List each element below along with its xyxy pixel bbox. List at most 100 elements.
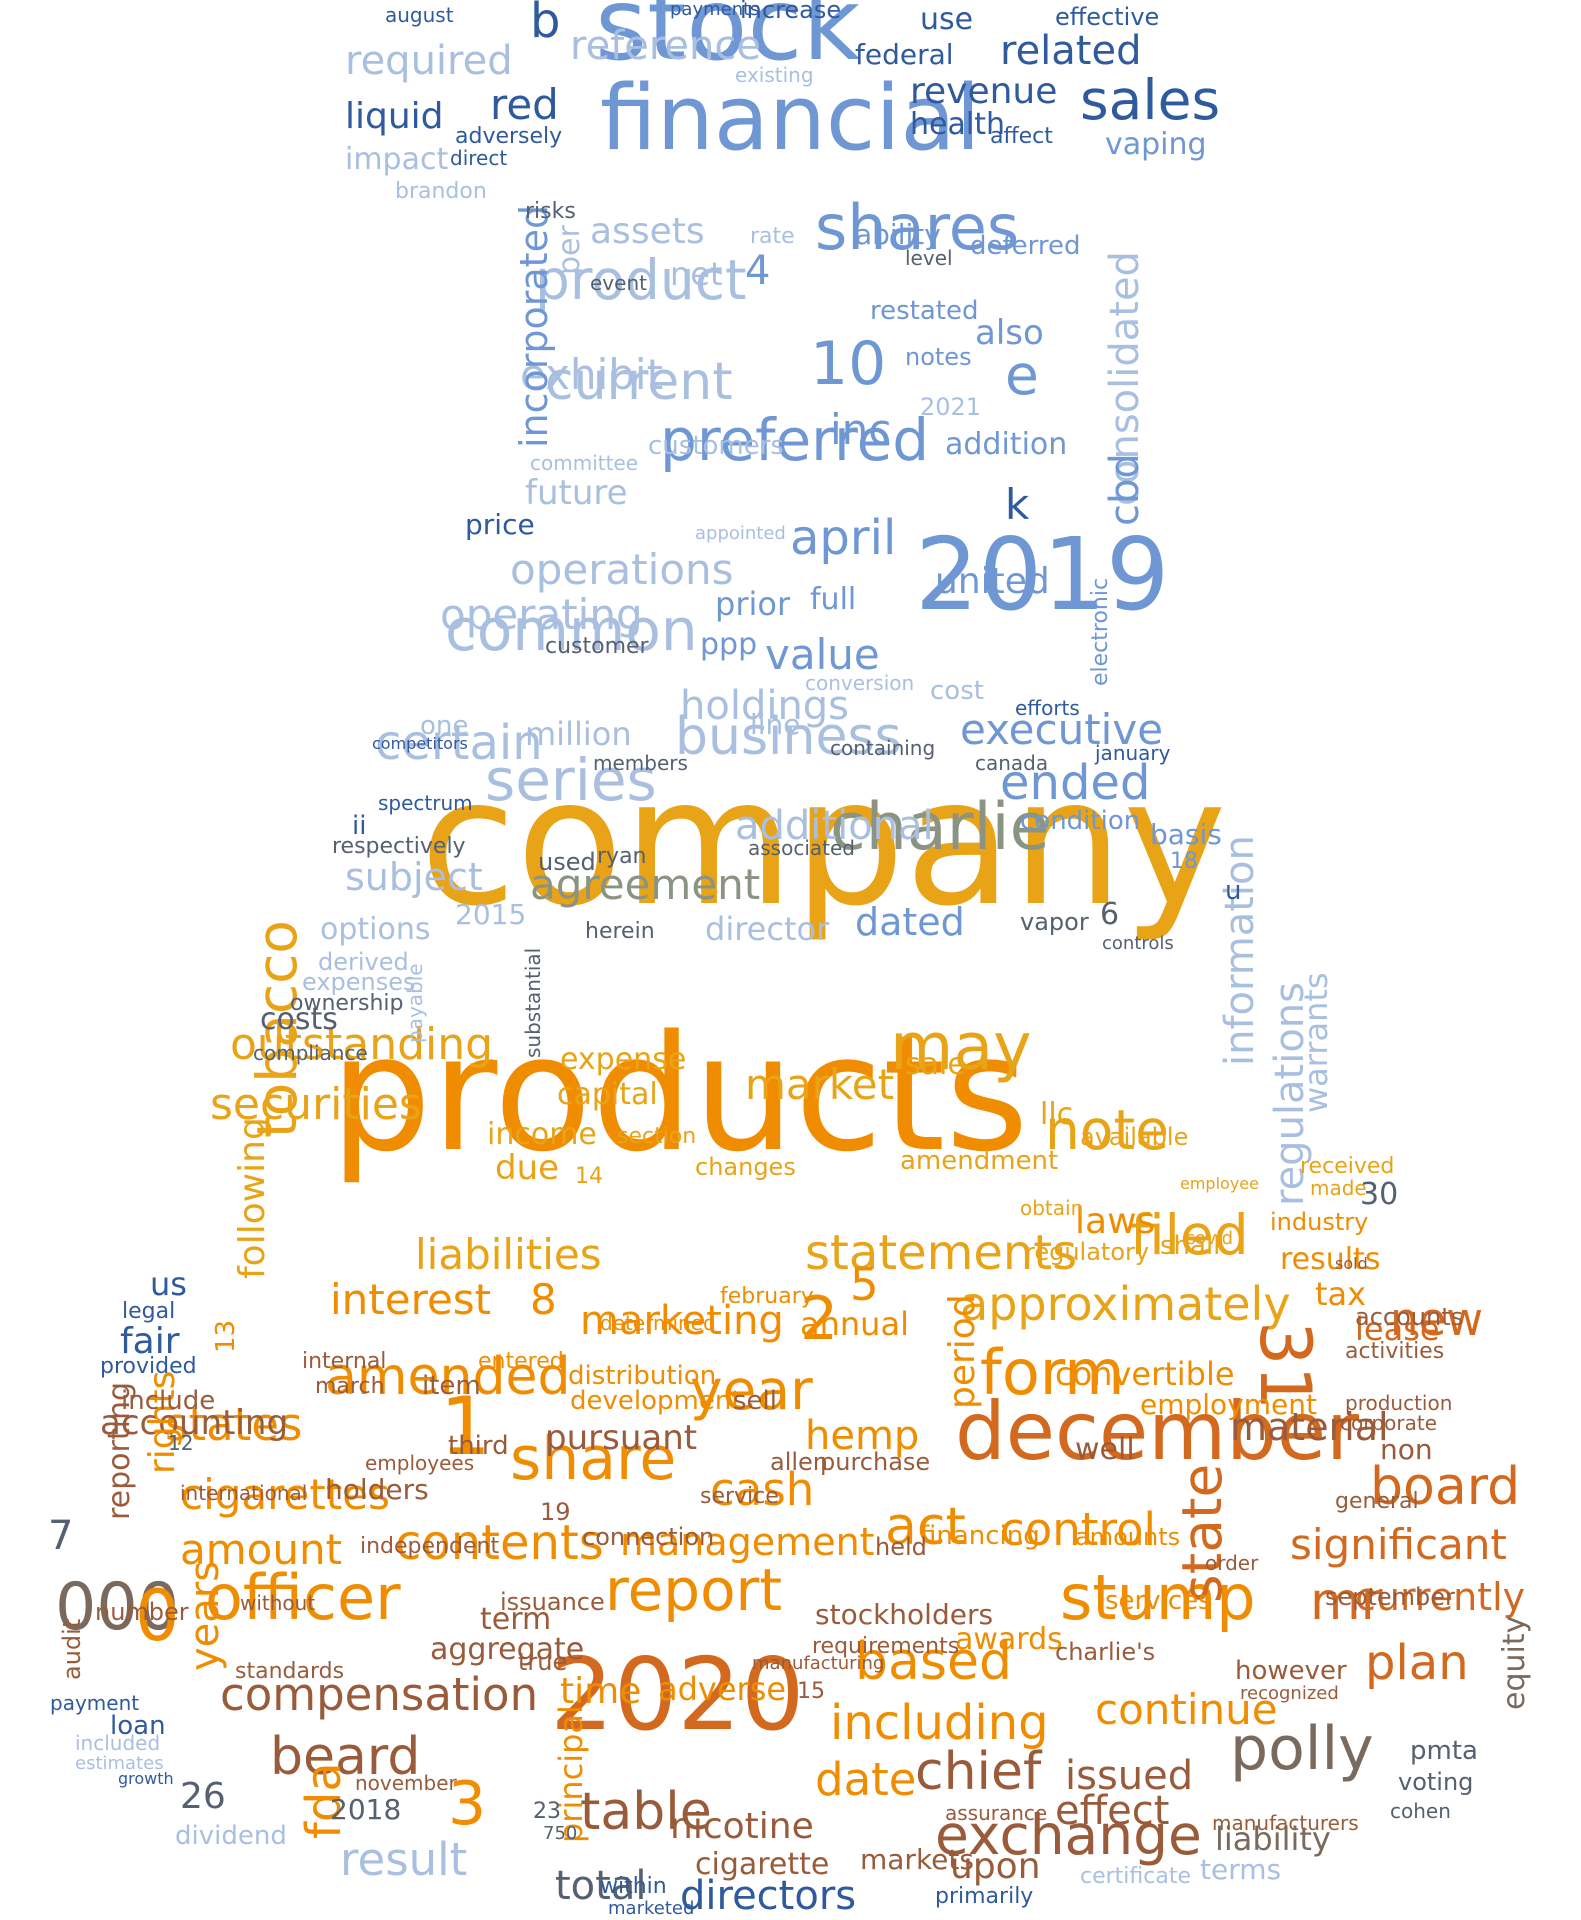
cloud-word: certificate xyxy=(1080,1864,1192,1890)
cloud-word: health xyxy=(910,106,1005,142)
cloud-word: compensation xyxy=(220,1667,539,1721)
cloud-word: upon xyxy=(950,1846,1041,1888)
cloud-word: estimates xyxy=(75,1752,164,1774)
cloud-word: expenses xyxy=(302,967,416,996)
cloud-word: 2 xyxy=(800,1284,839,1354)
cloud-word: 15 xyxy=(797,1679,825,1705)
cloud-word: pmta xyxy=(1410,1735,1478,1766)
cloud-word: also xyxy=(975,313,1044,354)
cloud-word: control xyxy=(1000,1502,1156,1556)
cloud-word: 2020 xyxy=(550,1636,805,1753)
cloud-word: equity xyxy=(1497,1615,1532,1710)
cloud-word: charlie xyxy=(830,789,1050,865)
cloud-word: sales xyxy=(1080,68,1221,133)
cloud-word: us xyxy=(150,1264,187,1303)
cloud-word: polly xyxy=(1230,1714,1374,1784)
cloud-word: results xyxy=(1280,1241,1381,1277)
cloud-word: electronic xyxy=(1088,578,1113,687)
cloud-word: 5 xyxy=(850,1257,879,1311)
cloud-word: contents xyxy=(395,1515,604,1572)
cloud-word: include xyxy=(121,1385,216,1416)
cloud-word: controls xyxy=(1102,932,1174,954)
cloud-word: corporate xyxy=(1340,1411,1438,1435)
cloud-word: board xyxy=(1370,1456,1521,1517)
cloud-word: provided xyxy=(100,1354,197,1380)
cloud-word: event xyxy=(590,271,647,295)
cloud-word: conversion xyxy=(805,671,915,695)
cloud-word: currently xyxy=(1355,1574,1526,1619)
cloud-word: report xyxy=(605,1555,783,1624)
cloud-word: development xyxy=(570,1385,742,1416)
cloud-word: statements xyxy=(805,1225,1078,1282)
cloud-word: ownership xyxy=(290,991,404,1017)
cloud-word: convertible xyxy=(1055,1354,1235,1393)
cloud-word: basis xyxy=(1150,818,1222,852)
cloud-word: cohen xyxy=(1390,1799,1451,1823)
cloud-word: dividend xyxy=(175,1820,287,1851)
cloud-word: holders xyxy=(325,1473,429,1507)
cloud-word: ppp xyxy=(700,626,758,662)
cloud-word: significant xyxy=(1290,1520,1507,1570)
cloud-word: 4 xyxy=(745,248,771,294)
cloud-word: per xyxy=(552,224,587,275)
cloud-word: reference xyxy=(570,23,761,69)
cloud-word: 6 xyxy=(1100,896,1120,932)
cloud-word: increase xyxy=(740,0,842,24)
cloud-word: however xyxy=(1235,1655,1347,1686)
cloud-word: purchase xyxy=(820,1447,931,1476)
cloud-word: table xyxy=(580,1781,712,1842)
cloud-word: changes xyxy=(695,1152,796,1181)
cloud-word: k xyxy=(1005,480,1030,530)
cloud-word: respectively xyxy=(332,834,466,860)
cloud-word: adversely xyxy=(455,124,563,150)
cloud-word: services xyxy=(1105,1585,1212,1616)
cloud-word: ability xyxy=(855,218,941,252)
cloud-word: payment xyxy=(50,1691,140,1715)
cloud-word: assurance xyxy=(945,1801,1048,1825)
cloud-word: associated xyxy=(748,836,855,860)
cloud-word: december xyxy=(955,1385,1360,1478)
cloud-word: january xyxy=(1095,741,1171,765)
cloud-word: derived xyxy=(318,947,409,976)
cloud-word: due xyxy=(495,1148,560,1189)
cloud-word: 0 xyxy=(135,1574,180,1657)
cloud-word: may xyxy=(890,1009,1032,1085)
cloud-word: including xyxy=(830,1695,1049,1752)
cloud-word: act xyxy=(885,1496,966,1557)
cloud-word: charlie's xyxy=(1055,1637,1156,1666)
cloud-word: cigarette xyxy=(695,1846,830,1882)
cloud-word: prior xyxy=(715,584,791,623)
cloud-word: period xyxy=(942,1294,983,1410)
cloud-word: employee xyxy=(1180,1174,1259,1194)
cloud-word: directors xyxy=(680,1873,857,1919)
cloud-word: activities xyxy=(1345,1339,1445,1365)
cloud-word: operations xyxy=(510,545,734,595)
cloud-word: tax xyxy=(1315,1274,1367,1313)
cloud-word: income xyxy=(487,1116,597,1152)
cloud-word: industry xyxy=(1270,1207,1369,1236)
cloud-word: efforts xyxy=(1015,696,1080,720)
cloud-word: dated xyxy=(855,899,965,944)
cloud-word: use xyxy=(920,1,974,37)
cloud-word: exchange xyxy=(935,1803,1202,1868)
cloud-word: series xyxy=(485,745,657,814)
cloud-word: vaping xyxy=(1105,126,1207,162)
cloud-word: revenue xyxy=(910,71,1058,113)
cloud-word: substantial xyxy=(521,947,545,1058)
cloud-word: years xyxy=(182,1560,228,1671)
cloud-word: issued xyxy=(1065,1753,1194,1799)
cloud-word: marketing xyxy=(580,1298,784,1344)
cloud-word: february xyxy=(720,1284,814,1310)
cloud-word: following xyxy=(232,1117,273,1280)
cloud-word: pursuant xyxy=(545,1418,698,1459)
cloud-word: line xyxy=(750,708,801,742)
cloud-word: competitors xyxy=(372,734,468,754)
cloud-word: one xyxy=(420,710,469,741)
cloud-word: voting xyxy=(1398,1767,1474,1796)
cloud-word: standards xyxy=(235,1659,345,1685)
cloud-word: vapor xyxy=(1020,907,1089,936)
cloud-word: 8 xyxy=(530,1275,557,1325)
cloud-word: without xyxy=(240,1591,316,1615)
cloud-word: 7 xyxy=(48,1513,74,1559)
cloud-word: spectrum xyxy=(378,791,473,815)
